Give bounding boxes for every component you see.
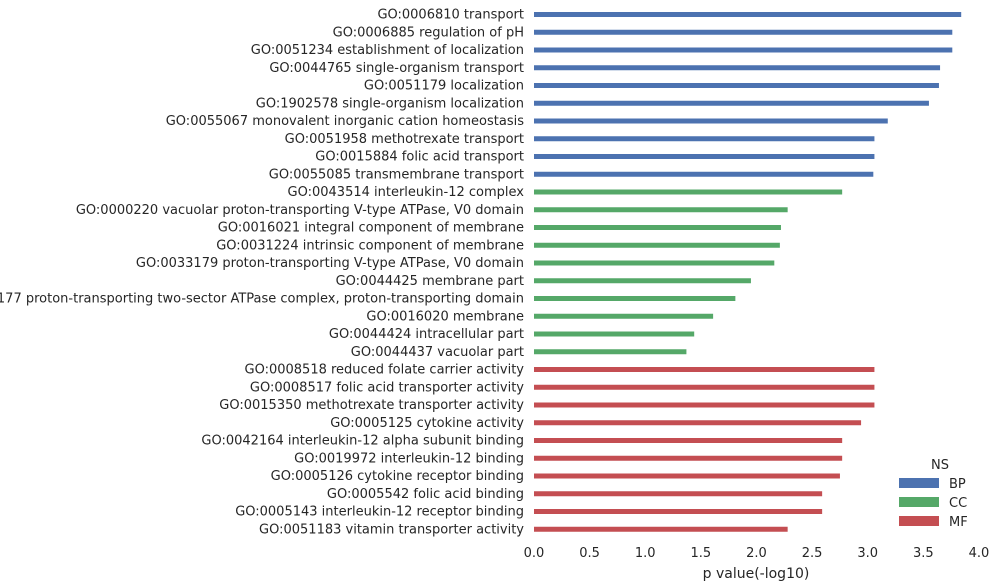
legend-title: NS	[931, 458, 949, 473]
x-tick-label: 3.0	[857, 546, 878, 561]
bar-bp	[534, 83, 939, 88]
category-label: GO:0008518 reduced folate carrier activi…	[245, 363, 525, 378]
category-label: GO:0055085 transmembrane transport	[269, 167, 524, 182]
bar-bp	[534, 136, 875, 142]
bar-mf	[534, 455, 843, 461]
category-label: GO:0043514 interleukin-12 complex	[288, 185, 525, 200]
x-tick-label: 1.0	[635, 546, 656, 561]
legend-swatch-bp	[899, 478, 939, 488]
category-label: GO:0031224 intrinsic component of membra…	[216, 238, 524, 253]
category-label: GO:0005143 interleukin-12 receptor bindi…	[235, 505, 524, 520]
bar-mf	[534, 420, 862, 426]
category-label: GO:0051183 vitamin transporter activity	[259, 522, 524, 537]
bar-bp	[534, 65, 941, 71]
legend-label-cc: CC	[949, 496, 967, 511]
category-label: GO:0008517 folic acid transporter activi…	[250, 380, 524, 395]
category-label: GO:0033179 proton-transporting V-type AT…	[136, 256, 524, 271]
x-tick-label: 0.5	[579, 546, 600, 561]
category-label: GO:0044424 intracellular part	[329, 327, 524, 342]
legend: NS BP CC MF	[899, 458, 968, 530]
category-label: GO:0016021 integral component of membran…	[218, 221, 524, 236]
category-label: GO:0006810 transport	[377, 8, 524, 23]
category-label: GO:0015884 folic acid transport	[315, 150, 524, 165]
category-label: GO:0016020 membrane	[366, 309, 524, 324]
bar-bp	[534, 154, 875, 159]
x-tick-label: 4.0	[969, 546, 990, 561]
x-axis-label: p value(-log10)	[703, 566, 810, 582]
bar-mf	[534, 473, 840, 479]
category-label: GO:0000220 vacuolar proton-transporting …	[76, 203, 524, 218]
x-tick-label: 3.5	[913, 546, 934, 561]
bar-mf	[534, 491, 823, 497]
category-label: GO:0033177 proton-transporting two-secto…	[0, 292, 524, 307]
legend-label-bp: BP	[949, 477, 966, 492]
x-tick-label: 0.0	[524, 546, 545, 561]
category-label: GO:0005542 folic acid binding	[327, 487, 524, 502]
legend-swatch-cc	[899, 497, 939, 507]
x-axis-ticks: 0.0 0.5 1.0 1.5 2.0 2.5 3.0 3.5 4.0	[524, 546, 990, 561]
bar-bp	[534, 171, 874, 177]
legend-items: BP CC MF	[899, 477, 968, 530]
category-label: GO:0019972 interleukin-12 binding	[294, 451, 524, 466]
legend-label-mf: MF	[949, 515, 968, 530]
bar-bp	[534, 29, 953, 35]
legend-swatch-mf	[899, 516, 939, 526]
category-label: GO:0005126 cytokine receptor binding	[271, 469, 524, 484]
bar-cc	[534, 313, 714, 319]
bar-mf	[534, 526, 788, 532]
category-label: GO:0006885 regulation of pH	[333, 25, 524, 40]
bar-cc	[534, 278, 751, 284]
category-label: GO:0044437 vacuolar part	[351, 345, 524, 360]
bar-mf	[534, 367, 875, 372]
category-label: GO:0042164 interleukin-12 alpha subunit …	[201, 434, 524, 449]
bar-bp	[534, 47, 953, 53]
bar-bp	[534, 12, 962, 17]
bar-bp	[534, 100, 929, 106]
category-label: GO:0055067 monovalent inorganic cation h…	[166, 114, 524, 129]
category-label: GO:0044425 membrane part	[336, 274, 524, 289]
category-labels: GO:0006810 transport GO:0006885 regulatio…	[0, 8, 524, 538]
bars-layer	[534, 12, 962, 532]
category-label: GO:0044765 single-organism transport	[269, 61, 524, 76]
bar-cc	[534, 331, 695, 337]
x-tick-label: 1.5	[691, 546, 712, 561]
bar-bp	[534, 118, 888, 124]
bar-cc	[534, 207, 788, 213]
bar-cc	[534, 189, 843, 195]
bar-mf	[534, 509, 823, 514]
category-label: GO:0051179 localization	[364, 79, 524, 94]
category-label: GO:0015350 methotrexate transporter acti…	[219, 398, 524, 413]
bar-mf	[534, 384, 875, 390]
bar-mf	[534, 438, 843, 443]
bar-cc	[534, 349, 687, 355]
category-label: GO:0051958 methotrexate transport	[285, 132, 524, 147]
x-tick-label: 2.0	[746, 546, 767, 561]
category-label: GO:0005125 cytokine activity	[330, 416, 524, 431]
bar-cc	[534, 260, 775, 266]
x-tick-label: 2.5	[802, 546, 823, 561]
bar-cc	[534, 242, 780, 248]
bar-mf	[534, 402, 875, 408]
bar-cc	[534, 225, 781, 230]
category-label: GO:0051234 establishment of localization	[251, 43, 524, 58]
bar-cc	[534, 296, 736, 301]
category-label: GO:1902578 single-organism localization	[256, 96, 524, 111]
